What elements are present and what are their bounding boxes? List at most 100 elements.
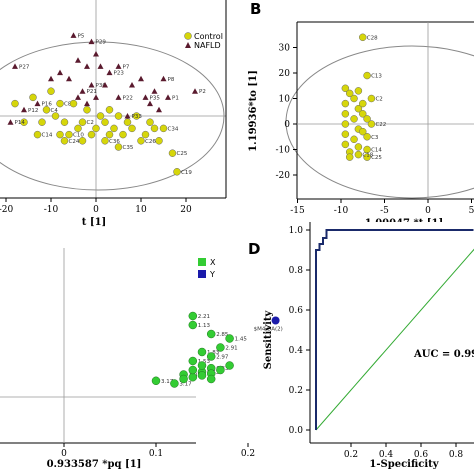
panel-a-point-label: P14 (15, 120, 26, 126)
panel-a-nafld-point (151, 88, 158, 94)
panel-b-control-point (359, 110, 367, 118)
panel-c-x-point (188, 356, 198, 366)
panel-b-xtick-label: 5 (469, 206, 474, 216)
panel-c-point-label: 2.85 (216, 332, 229, 338)
panel-c-point-label: 2.91 (225, 346, 237, 352)
panel-a-control-point (141, 130, 150, 139)
panel-a-control-point (20, 118, 28, 126)
panel-a-control-point (47, 87, 55, 95)
panel-a-nafld-point (115, 63, 122, 69)
panel-a-nafld-point (106, 69, 113, 76)
panel-b-control-point (354, 87, 363, 95)
panel-c-x-point (151, 376, 161, 386)
legend-y-marker (198, 270, 206, 278)
panel-c-point-label: 2.97 (216, 355, 229, 361)
panel-a-point-label: C4 (51, 108, 59, 114)
panel-a-control-point (87, 130, 96, 139)
panel-a-point-label: P2 (199, 89, 206, 95)
panel-a-control-point (78, 137, 87, 145)
panel-a-nafld-point (129, 82, 135, 88)
panel-c-point-label: 1.45 (235, 337, 248, 343)
panel-a-control-point (60, 137, 69, 145)
panel-d-ytick-label: 0.4 (289, 346, 304, 356)
panel-d-letter: D (248, 240, 260, 258)
panel-b-control-point (350, 94, 358, 103)
panel-d-ytick-label: 1.0 (289, 226, 304, 236)
panel-c: -0.100.10.2 3.831.251.892.211.132.851.45… (0, 248, 283, 470)
panel-c-x-point (179, 374, 188, 384)
panel-c-point-label: $M4.DA(2) (254, 327, 283, 333)
panel-b-ytick-label: 30 (279, 44, 291, 54)
panel-a-nafld-point (115, 94, 122, 100)
panel-a-control-point (146, 118, 154, 126)
panel-a-control-point (173, 168, 181, 176)
panel-b-control-point (359, 33, 367, 42)
panel-c-xtick-label: 0.2 (241, 449, 255, 459)
panel-b-control-point (341, 140, 350, 149)
panel-a-nafld-point (57, 69, 63, 76)
panel-a-point-label: C10 (73, 133, 84, 139)
panel-b-point-label: C2 (375, 97, 382, 103)
panel-c-legend: X Y (198, 258, 216, 279)
panel-b-control-point (354, 143, 363, 151)
panel-a-nafld-point (156, 106, 162, 113)
panel-a-nafld-point (165, 94, 171, 100)
legend-x-label: X (210, 258, 216, 267)
panel-c-xlabel: 0.933587 *pq [1] (47, 459, 142, 470)
panel-c-x-point (197, 347, 207, 357)
panel-b-control-point (341, 110, 350, 118)
panel-a-nafld-point (93, 51, 99, 57)
panel-b-control-point (341, 99, 350, 108)
panel-b-control-point (345, 153, 354, 161)
panel-a-control-point (114, 112, 123, 120)
panel-a-nafld-point (102, 82, 108, 88)
panel-b-xtick-label: -15 (290, 206, 305, 216)
panel-c-x-point (225, 334, 234, 343)
panel-d-roc-curve (315, 229, 474, 430)
panel-b-control-point (363, 71, 371, 80)
panel-d-xtick-label: 0.4 (379, 450, 394, 460)
panel-a-nafld-point (7, 119, 14, 125)
panel-c-x-point (206, 352, 216, 361)
panel-c-x-ticks: -0.100.10.2 (61, 443, 255, 459)
panel-c-x-point (188, 311, 198, 321)
panel-a-control-point (119, 130, 127, 139)
panel-b-control-point (367, 120, 376, 128)
panel-a-point-label: P29 (96, 40, 107, 46)
panel-c-x-point (188, 365, 198, 375)
panel-c-x-point (216, 343, 225, 352)
panel-a-legend: Control NAFLD (184, 32, 223, 50)
panel-a-point-label: P8 (168, 77, 175, 83)
panel-a-xtick-label: 10 (135, 205, 147, 215)
panel-a-point-label: P16 (42, 102, 53, 108)
panel-a-control-point (96, 112, 105, 120)
panel-c-xtick-label: 0.1 (149, 449, 163, 459)
panel-d-xtick-label: 0.6 (414, 450, 429, 460)
panel-a-point-label: C36 (109, 139, 120, 145)
panel-a-point-label: P7 (123, 64, 130, 70)
panel-a-control-point (11, 99, 19, 108)
panel-a-point-label: P22 (123, 95, 133, 101)
panel-c-x-point (206, 374, 216, 384)
panel-d-xtick-label: 0.8 (449, 450, 464, 460)
panel-a-nafld-point (138, 75, 144, 82)
panel-a-nafld-point (79, 88, 86, 94)
panel-a-control-point (150, 124, 159, 133)
panel-a-control-point (78, 118, 87, 126)
panel-a-control-point (137, 137, 145, 145)
panel-a-point-label: C14 (42, 133, 53, 139)
panel-b-control-point (341, 84, 350, 93)
panel-b-point-label: C25 (371, 155, 382, 161)
panel-c-plot-area (0, 248, 196, 443)
panel-a-control-point (38, 118, 46, 126)
legend-control-marker (184, 32, 192, 40)
panel-a-control-point (110, 124, 118, 133)
panel-b-ylabel: 1.19936*to [1] (248, 70, 259, 152)
legend-y-label: Y (209, 270, 215, 279)
panel-a-nafld-point (75, 94, 81, 100)
panel-b-control-point (367, 94, 376, 103)
panel-a-point-label: C8 (64, 102, 72, 108)
panel-b-ticks: -15 -10 -5 0 5 30 20 10 0 -10 -20 (276, 44, 474, 217)
